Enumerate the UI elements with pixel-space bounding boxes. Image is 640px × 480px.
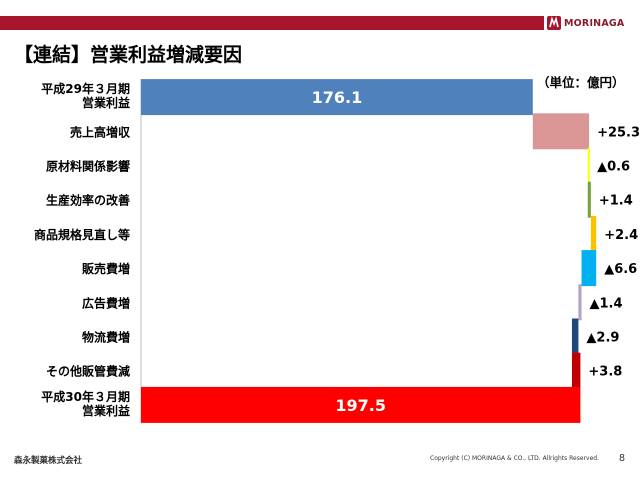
data-label-2: +25.3 — [597, 125, 640, 140]
category-label-line: その他販管費減 — [46, 364, 130, 379]
category-label-line: 営業利益 — [82, 403, 130, 418]
category-label-line: 平成30年３月期 — [41, 389, 130, 404]
data-label-9: +3.8 — [588, 365, 622, 380]
category-label-4: 生産効率の改善 — [46, 193, 130, 208]
bar-5 — [590, 215, 597, 252]
morinaga-angel-logo-icon — [547, 16, 561, 30]
category-label-line: 営業利益 — [82, 95, 130, 110]
bar-8 — [571, 318, 579, 355]
category-label-2: 売上高増収 — [70, 124, 131, 139]
category-label-5: 商品規格見直し等 — [34, 227, 130, 242]
data-label-7: ▲1.4 — [590, 296, 623, 311]
data-label-6: ▲6.6 — [604, 262, 637, 277]
bar-4 — [587, 181, 591, 218]
category-label-line: 広告費増 — [82, 295, 130, 310]
company-name: 森永製菓株式会社 — [14, 456, 83, 466]
bar-9 — [571, 352, 581, 389]
unit-label: （単位：億円） — [537, 75, 625, 90]
bar-2 — [532, 113, 590, 150]
data-label-3: ▲0.6 — [597, 160, 630, 175]
category-label-line: 平成29年３月期 — [41, 81, 130, 96]
page-number: 8 — [619, 453, 626, 464]
data-label-8: ▲2.9 — [586, 331, 619, 346]
category-label-10: 平成30年３月期営業利益 — [41, 389, 130, 418]
brand-name: MORINAGA — [564, 17, 625, 29]
category-label-8: 物流費増 — [82, 330, 130, 345]
category-label-line: 売上高増収 — [70, 124, 131, 139]
company-logo: MORINAGA — [547, 14, 624, 32]
data-label-1: 176.1 — [312, 88, 363, 107]
category-label-1: 平成29年３月期営業利益 — [41, 81, 130, 110]
bar-3 — [587, 147, 590, 184]
category-label-line: 物流費増 — [82, 330, 130, 345]
category-label-3: 原材料関係影響 — [46, 159, 130, 174]
bar-7 — [578, 284, 582, 321]
data-label-10: 197.5 — [335, 396, 386, 415]
bar-6 — [581, 250, 597, 287]
category-label-9: その他販管費減 — [46, 364, 130, 379]
category-label-line: 原材料関係影響 — [46, 159, 130, 174]
bar-1 — [141, 79, 533, 116]
copyright-text: Copyright (C) MORINAGA & CO., LTD. Allri… — [430, 455, 599, 462]
header-accent-bar — [0, 16, 544, 30]
bar-10 — [141, 386, 581, 423]
category-label-line: 商品規格見直し等 — [34, 227, 130, 242]
category-label-7: 広告費増 — [82, 295, 130, 310]
category-label-6: 販売費増 — [82, 261, 130, 276]
category-label-line: 販売費増 — [82, 261, 130, 276]
page-title: 【連結】営業利益増減要因 — [14, 44, 243, 66]
category-label-line: 生産効率の改善 — [46, 193, 130, 208]
data-label-4: +1.4 — [599, 194, 633, 209]
data-label-5: +2.4 — [604, 228, 638, 243]
